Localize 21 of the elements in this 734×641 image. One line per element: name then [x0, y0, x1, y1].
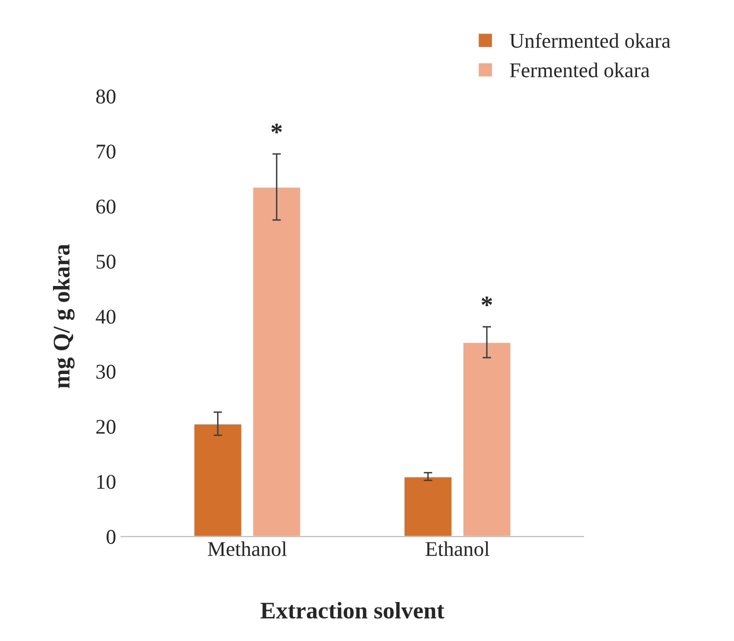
y-tick-label: 60 [96, 200, 116, 214]
bar [403, 476, 453, 537]
annotation: * [271, 124, 282, 134]
y-tick-label: 30 [96, 364, 116, 379]
annotation: * [482, 296, 492, 306]
x-axis-title: Extraction solvent [260, 602, 444, 619]
x-tick-label: Methanol [208, 541, 287, 556]
y-tick-label: 20 [96, 420, 116, 434]
y-tick-label: 40 [96, 310, 116, 324]
x-tick-label: Ethanol [426, 541, 490, 556]
y-tick-label: 10 [97, 474, 116, 489]
bar [192, 422, 243, 537]
y-axis-title: mg Q/ g okara [52, 244, 75, 388]
bar [462, 342, 512, 537]
y-tick-label: 50 [96, 254, 116, 269]
y-tick-label: 80 [96, 90, 116, 104]
bar [252, 186, 302, 537]
legend-label: Fermented okara [510, 62, 650, 78]
y-tick-label: 0 [106, 530, 116, 544]
y-tick-label: 70 [96, 144, 116, 159]
legend-label: Unfermented okara [510, 33, 670, 48]
